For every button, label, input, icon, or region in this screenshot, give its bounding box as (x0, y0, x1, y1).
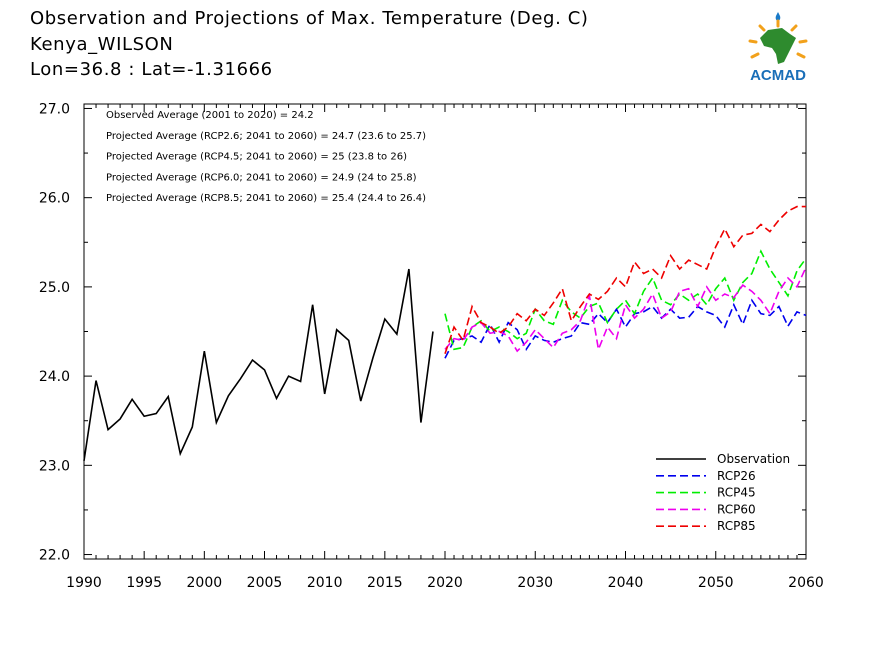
legend-label: RCP60 (717, 502, 756, 516)
legend-label: RCP85 (717, 519, 756, 533)
x-tick-label: 2040 (608, 575, 644, 591)
x-tick-label: 2060 (788, 575, 824, 591)
y-tick-label: 23.0 (39, 458, 70, 474)
y-tick-labels: 22.0 23.0 24.0 25.0 26.0 27.0 (39, 101, 70, 563)
y-tick-label: 27.0 (39, 101, 70, 117)
y-tick-label: 24.0 (39, 369, 70, 385)
x-tick-label: 1995 (126, 575, 162, 591)
y-tick-label: 25.0 (39, 280, 70, 296)
x-tick-label: 1990 (66, 575, 102, 591)
series-line-observation (83, 268, 434, 461)
legend: Observation RCP26 RCP45 RCP60 RCP85 (656, 452, 790, 533)
annotation-text: Projected Average (RCP2.6; 2041 to 2060)… (106, 131, 426, 142)
legend-label: RCP45 (717, 486, 756, 500)
x-tick-label: 2020 (427, 575, 463, 591)
x-tick-label: 2050 (698, 575, 734, 591)
x-tick-label: 2005 (247, 575, 283, 591)
x-tick-labels: 1990 1995 2000 2005 2010 2015 2020 2030 2040 2050… (66, 575, 824, 591)
annotation-text: Projected Average (RCP8.5; 2041 to 2060)… (106, 193, 426, 204)
series-lines (83, 205, 807, 461)
annotation-text: Observed Average (2001 to 2020) = 24.2 (106, 110, 314, 121)
y-tick-label: 22.0 (39, 548, 70, 564)
series-line-rcp26 (444, 298, 807, 359)
x-tick-label: 2010 (307, 575, 343, 591)
africa-map-logo-icon: ACMAD (748, 12, 808, 84)
series-line-rcp85 (444, 205, 806, 355)
x-tick-label: 2030 (517, 575, 553, 591)
y-tick-label: 26.0 (39, 191, 70, 207)
annotation-text: Projected Average (RCP6.0; 2041 to 2060)… (106, 172, 417, 183)
chart-title: Observation and Projections of Max. Temp… (30, 8, 589, 29)
legend-label: RCP26 (717, 469, 756, 483)
axis-ticks (83, 104, 807, 559)
series-line-rcp60 (444, 266, 807, 353)
acmad-logo: ACMAD (738, 8, 818, 84)
station-name: Kenya_WILSON (30, 34, 174, 55)
average-annotations: Observed Average (2001 to 2020) = 24.2 Pr… (106, 110, 426, 204)
station-location: Lon=36.8 : Lat=-1.31666 (30, 59, 273, 80)
x-tick-label: 2000 (187, 575, 223, 591)
x-tick-label: 2015 (367, 575, 403, 591)
annotation-text: Projected Average (RCP4.5; 2041 to 2060)… (106, 152, 407, 163)
legend-label: Observation (717, 452, 790, 466)
logo-text: ACMAD (750, 67, 806, 84)
